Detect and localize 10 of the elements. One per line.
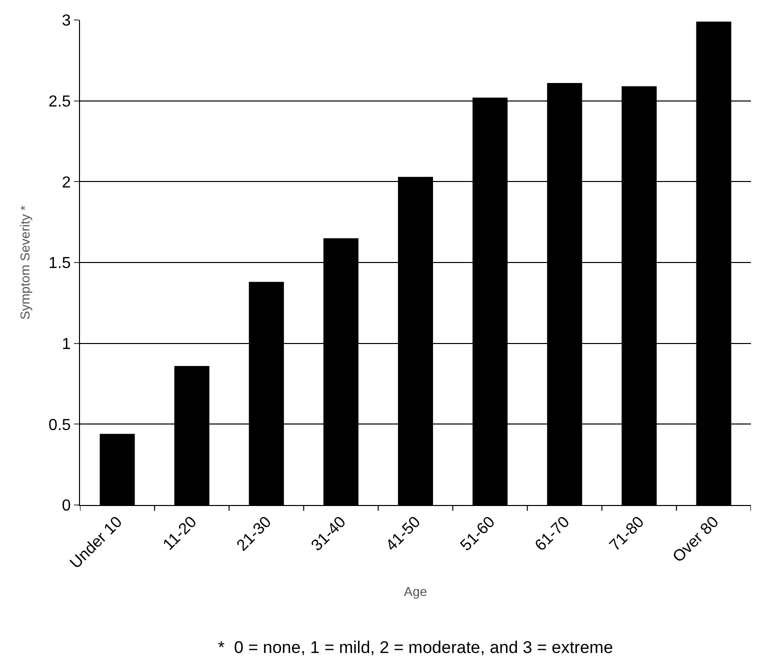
y-tick-label: 2.5 — [48, 93, 71, 110]
y-tick-label: 0 — [62, 498, 71, 515]
text: * 0 = none, 1 = mild, 2 = moderate, and 3 = extreme — [218, 638, 614, 657]
x-axis-title: Age — [404, 584, 428, 599]
y-tick-label: 1.5 — [48, 255, 71, 272]
y-tick-label: 2 — [62, 174, 71, 192]
y-tick-label: 3 — [62, 12, 71, 30]
y-tick-label: 1 — [62, 336, 71, 353]
y-axis-title: Symptom Severity * — [18, 205, 32, 320]
y-tick-label: 0.5 — [48, 416, 71, 434]
